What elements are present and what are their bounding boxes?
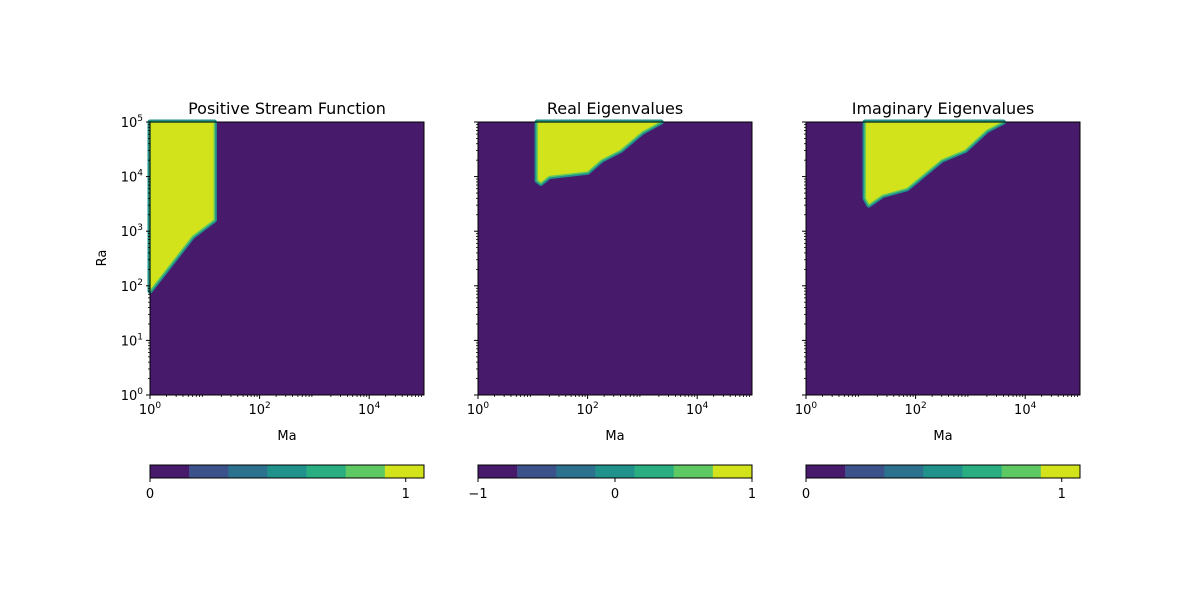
colorbar-tick-label: 0 [146, 487, 154, 502]
colorbar-segment [923, 465, 963, 478]
y-ticks: 100 101 102 103 104 105 [121, 114, 150, 404]
x-tick-label: 102 [576, 401, 598, 418]
y-tick-label: 105 [121, 114, 143, 131]
x-tick-label: 104 [686, 401, 709, 418]
plot-background [806, 122, 1080, 395]
colorbar-segment [189, 465, 229, 478]
colorbar: −1 0 1 [468, 464, 756, 502]
x-ticks: 100 102 104 [467, 395, 750, 418]
colorbar-segment [1001, 465, 1042, 478]
colorbar-segment [806, 465, 846, 478]
panel-title: Imaginary Eigenvalues [852, 99, 1035, 118]
colorbar-segment [673, 465, 714, 478]
y-ticks [802, 121, 806, 396]
positive-region [864, 121, 1005, 206]
y-ticks [474, 121, 478, 396]
y-tick-label: 104 [121, 169, 144, 186]
y-axis-label: Ra [95, 250, 110, 267]
x-axis-label: Ma [605, 429, 624, 444]
colorbar-segment [478, 465, 518, 478]
colorbar-segment [267, 465, 307, 478]
x-ticks: 100 102 104 [139, 395, 422, 418]
y-tick-label: 101 [121, 332, 143, 349]
x-tick-label: 100 [467, 401, 490, 418]
colorbar-segment [228, 465, 268, 478]
colorbar-segment [150, 465, 190, 478]
panel-title: Real Eigenvalues [547, 99, 683, 118]
colorbar-segment [884, 465, 924, 478]
colorbar-segment [384, 465, 425, 478]
x-tick-label: 104 [1014, 401, 1037, 418]
positive-region [536, 121, 662, 185]
colorbar-tick-label: 0 [802, 487, 810, 502]
plot-frame [477, 121, 753, 396]
colorbar-segment [556, 465, 596, 478]
colorbar-frame [149, 464, 425, 479]
plot-background [478, 122, 752, 395]
panel-real-eigenvalues: Real Eigenvalues 100 102 104 Ma −1 0 1 [467, 99, 756, 502]
colorbar-frame [805, 464, 1081, 479]
x-axis-label: Ma [277, 429, 296, 444]
x-tick-label: 102 [904, 401, 926, 418]
colorbar-segment [634, 465, 675, 478]
panel-positive-stream-function: Positive Stream Function 100 102 104 10010… [95, 99, 425, 502]
y-tick-label: 102 [121, 278, 143, 295]
colorbar-segment [712, 465, 753, 478]
x-tick-label: 102 [248, 401, 270, 418]
x-tick-label: 100 [795, 401, 818, 418]
x-ticks: 100 102 104 [795, 395, 1078, 418]
colorbar-segment [962, 465, 1003, 478]
colorbar-segment [1040, 465, 1081, 478]
colorbar-segment [517, 465, 557, 478]
plot-frame [805, 121, 1081, 396]
colorbar-segment [595, 465, 635, 478]
colorbar-tick-label: −1 [468, 487, 487, 502]
x-tick-label: 104 [358, 401, 381, 418]
y-tick-label: 103 [121, 223, 143, 240]
colorbar-segment [306, 465, 347, 478]
colorbar-tick-label: 0 [611, 487, 619, 502]
colorbar-segment [345, 465, 386, 478]
x-tick-label: 100 [139, 401, 162, 418]
plot-frame [149, 121, 425, 396]
y-tick-label: 100 [121, 387, 144, 404]
colorbar-tick-label: 1 [1058, 487, 1066, 502]
x-axis-label: Ma [933, 429, 952, 444]
colorbar-tick-label: 1 [748, 487, 756, 502]
colorbar-tick-label: 1 [402, 487, 410, 502]
colorbar-segment [845, 465, 885, 478]
panel-title: Positive Stream Function [188, 99, 386, 118]
